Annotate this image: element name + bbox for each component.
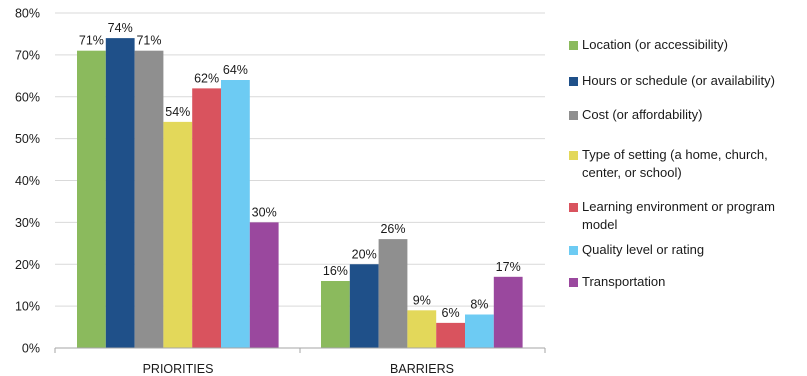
category-label: PRIORITIES <box>143 362 214 376</box>
data-label: 64% <box>223 63 248 77</box>
bar <box>77 50 106 348</box>
legend-swatch <box>569 41 578 50</box>
y-tick-label: 80% <box>15 7 40 21</box>
category-label: BARRIERS <box>390 362 454 376</box>
bar <box>407 310 437 348</box>
legend-item: Transportation <box>569 273 804 291</box>
data-label: 62% <box>194 71 219 85</box>
bar <box>349 264 379 348</box>
y-tick-label: 20% <box>15 258 40 272</box>
x-axis <box>54 347 546 353</box>
data-label: 8% <box>470 298 488 312</box>
value-labels: 71%74%71%54%62%64%30%16%20%26%9%6%8%17% <box>79 21 521 320</box>
legend-label: Cost (or affordability) <box>582 107 703 122</box>
y-tick-label: 40% <box>15 174 40 188</box>
legend-swatch <box>569 111 578 120</box>
data-label: 6% <box>442 306 460 320</box>
data-label: 17% <box>496 260 521 274</box>
bar <box>163 121 193 348</box>
legend-label: Hours or schedule (or availability) <box>582 73 775 88</box>
bars <box>77 38 523 348</box>
data-label: 74% <box>108 21 133 35</box>
legend-swatch <box>569 151 578 160</box>
legend-item: Type of setting (a home, church, center,… <box>569 146 804 182</box>
bar <box>465 314 494 348</box>
y-tick-label: 0% <box>22 342 40 356</box>
bar <box>221 80 250 348</box>
y-tick-label: 10% <box>15 300 40 314</box>
y-axis-ticks: 0% 10% 20% 30% 40% 50% 60% 70% 80% <box>15 7 40 356</box>
bar <box>249 222 279 348</box>
legend-label: Location (or accessibility) <box>582 37 728 52</box>
data-label: 71% <box>79 34 104 48</box>
data-label: 20% <box>352 247 377 261</box>
legend-label: Transportation <box>582 274 666 289</box>
bar <box>192 88 221 348</box>
legend-swatch <box>569 77 578 86</box>
bar <box>321 281 350 348</box>
y-tick-label: 70% <box>15 48 40 62</box>
data-label: 54% <box>165 105 190 119</box>
bar <box>493 276 523 348</box>
legend-label: Quality level or rating <box>582 242 705 257</box>
y-tick-label: 30% <box>15 216 40 230</box>
category-labels: PRIORITIES BARRIERS <box>143 362 454 376</box>
bar <box>378 239 408 348</box>
data-label: 71% <box>136 34 161 48</box>
legend-item: Quality level or rating <box>569 241 804 259</box>
y-tick-label: 50% <box>15 132 40 146</box>
data-label: 9% <box>413 293 431 307</box>
legend-item: Learning environment or program model <box>569 198 804 234</box>
legend-label: Learning environment or program model <box>582 199 775 232</box>
data-label: 30% <box>252 205 277 219</box>
legend-swatch <box>569 203 578 212</box>
bar <box>105 38 135 348</box>
data-label: 26% <box>380 222 405 236</box>
legend-label: Type of setting (a home, church, center,… <box>582 147 768 180</box>
legend-swatch <box>569 278 578 287</box>
legend-item: Hours or schedule (or availability) <box>569 72 804 90</box>
legend-item: Cost (or affordability) <box>569 106 804 124</box>
bar <box>134 50 164 348</box>
legend-swatch <box>569 246 578 255</box>
bar <box>436 322 465 348</box>
y-tick-label: 60% <box>15 90 40 104</box>
legend-item: Location (or accessibility) <box>569 36 804 54</box>
data-label: 16% <box>323 264 348 278</box>
